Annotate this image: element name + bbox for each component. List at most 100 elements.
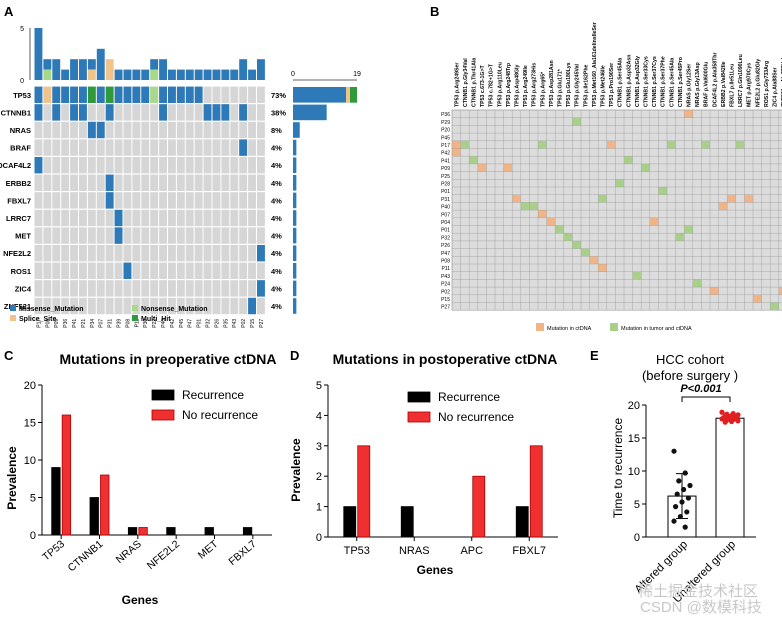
matrix-cell: [185, 192, 194, 209]
data-point-altered: [673, 504, 679, 510]
matrix-cell: [159, 227, 167, 244]
matrix-cell: [141, 227, 150, 244]
matrix-cell: [176, 192, 185, 209]
matrix-cell: [52, 174, 61, 191]
matrix-cell: [43, 121, 52, 139]
matrix-cell: [43, 157, 52, 174]
mutation-cell: [52, 104, 61, 121]
matrix-cell: [159, 245, 167, 262]
data-point-altered: [676, 478, 682, 484]
x-tick-label: TP53: [40, 538, 67, 563]
matrix-cell: [43, 227, 52, 244]
gene-count-bar: [293, 227, 297, 244]
mean-bar: [715, 417, 745, 538]
x-tick-label: APC: [460, 545, 483, 557]
x-tick-label: MET: [196, 538, 221, 562]
mutation-cell: [460, 140, 470, 149]
matrix-cell: [239, 192, 248, 209]
matrix-cell: [203, 192, 212, 209]
matrix-cell: [176, 262, 185, 279]
sample-label: P30: [143, 319, 149, 328]
column-label: TP53 p.Asp48Gly: [515, 65, 521, 107]
matrix-cell: [212, 86, 221, 103]
matrix-cell: [248, 262, 256, 279]
column-label: ROS1 p.Gly733Arg: [764, 61, 770, 107]
mutation-cell: [34, 157, 43, 174]
mutation-cell: [598, 194, 607, 203]
matrix-cell: [212, 209, 221, 227]
matrix-cell: [87, 192, 96, 209]
matrix-cell: [141, 157, 150, 174]
y-tick-label: 0: [316, 532, 322, 544]
y-tick-label: 5: [634, 499, 640, 511]
matrix-cell: [203, 86, 212, 103]
matrix-cell: [79, 121, 87, 139]
matrix-cell: [70, 262, 78, 279]
matrix-cell: [123, 174, 132, 191]
matrix-cell: [105, 227, 114, 244]
matrix-cell: [150, 139, 159, 156]
matrix-cell: [221, 209, 230, 227]
top-bar: [70, 59, 78, 80]
matrix-cell: [105, 245, 114, 262]
mutation-cell: [176, 86, 185, 103]
matrix-cell: [194, 104, 203, 121]
matrix-cell: [105, 121, 114, 139]
top-bar: [150, 59, 159, 70]
column-label: TP53 c.782+1G>T: [489, 63, 495, 107]
matrix-cell: [230, 297, 239, 315]
chart-title: Mutations in preoperative ctDNA: [59, 351, 276, 367]
bar-recurrence: [515, 506, 529, 538]
y-axis-label: Prevalence: [289, 438, 303, 502]
legend-swatch: [407, 411, 431, 423]
gene-label: BRAF: [10, 144, 31, 153]
matrix-cell: [257, 104, 265, 121]
mutation-cell: [141, 86, 150, 103]
matrix-cell: [43, 297, 52, 315]
mutation-cell: [150, 86, 159, 103]
matrix-cell: [114, 192, 123, 209]
mutation-cell: [667, 140, 676, 149]
data-point-altered: [682, 524, 688, 530]
matrix-cell: [150, 192, 159, 209]
mutation-cell: [43, 86, 52, 103]
mutation-cell: [212, 104, 221, 121]
matrix-cell: [203, 209, 212, 227]
matrix-cell: [114, 104, 123, 121]
sample-label: P41: [72, 319, 78, 328]
mutation-cell: [105, 192, 114, 209]
matrix-cell: [132, 104, 141, 121]
matrix-cell: [70, 227, 78, 244]
matrix-cell: [248, 174, 256, 191]
matrix-cell: [230, 86, 239, 103]
gene-percentage: 4%: [271, 196, 282, 205]
y-tick-label: 15: [24, 418, 36, 430]
matrix-cell: [176, 104, 185, 121]
y-tick-label: 1: [316, 502, 322, 514]
sample-label: P22: [152, 319, 158, 328]
matrix-cell: [114, 245, 123, 262]
gene-count-bar: [293, 298, 297, 314]
matrix-cell: [239, 297, 248, 315]
gene-count-bar: [293, 139, 297, 156]
matrix-cell: [70, 297, 78, 315]
right-axis-tick: 0: [291, 71, 295, 78]
matrix-cell: [168, 209, 176, 227]
mutation-cell: [239, 139, 248, 156]
matrix-cell: [34, 139, 43, 156]
top-bar: [114, 69, 123, 80]
matrix-cell: [239, 174, 248, 191]
y-axis-label: Prevalence: [5, 446, 19, 510]
matrix-cell: [168, 174, 176, 191]
legend-label: No recurrence: [182, 408, 258, 422]
matrix-cell: [61, 297, 70, 315]
matrix-cell: [52, 139, 61, 156]
legend-swatch: [610, 323, 618, 331]
sample-label: P34: [90, 319, 96, 328]
x-tick-label: NRAS: [114, 538, 144, 566]
matrix-cell: [248, 245, 256, 262]
matrix-cell: [141, 139, 150, 156]
mutation-cell: [598, 264, 607, 272]
data-point-altered: [674, 491, 680, 497]
x-axis-label: Genes: [417, 563, 454, 577]
